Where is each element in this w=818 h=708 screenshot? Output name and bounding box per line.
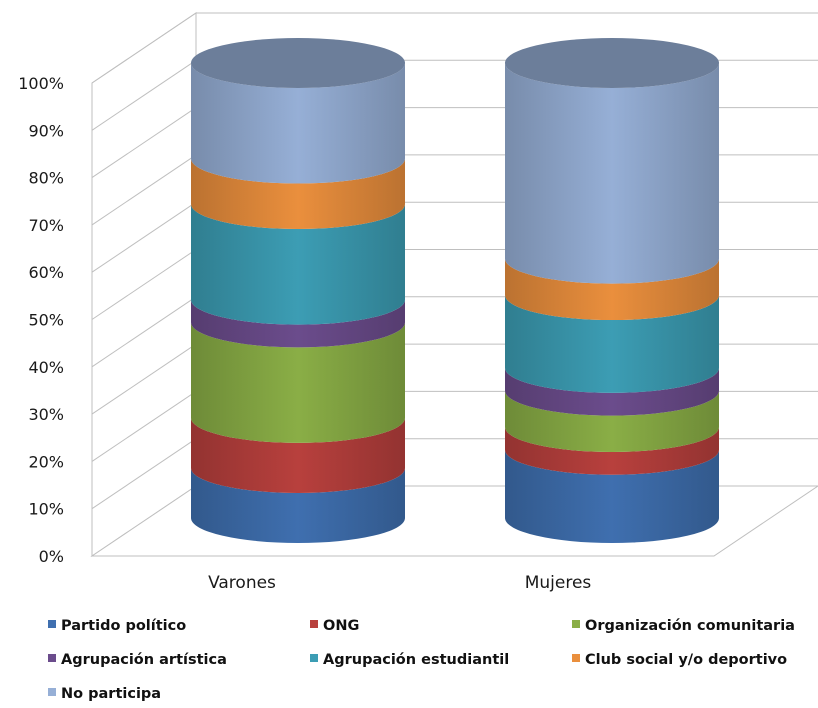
gridline-side xyxy=(91,296,197,368)
cylinder-segment-mujeres-6 xyxy=(505,258,719,321)
gridline-side xyxy=(91,107,197,179)
y-tick-label: 60% xyxy=(28,263,64,282)
y-tick-label: 40% xyxy=(28,358,64,377)
y-axis-ticks: 0% 10% 20% 30% 40% 50% 60% 70% 80% 90% 100% xyxy=(18,74,64,566)
gridline-side xyxy=(91,154,197,226)
cylinder-top-mujeres xyxy=(505,38,719,88)
y-tick-label: 70% xyxy=(28,216,64,235)
cylinders xyxy=(191,38,719,543)
legend-label: Organización comunitaria xyxy=(585,618,795,634)
cylinder-segment-varones-2 xyxy=(191,417,405,493)
legend-label: Agrupación estudiantil xyxy=(323,652,509,668)
gridline-side xyxy=(91,201,197,273)
legend-swatch xyxy=(572,654,580,662)
y-tick-label: 30% xyxy=(28,405,64,424)
cylinder-segment-varones-4 xyxy=(191,299,405,348)
gridline-side xyxy=(91,12,197,84)
legend-label: Club social y/o deportivo xyxy=(585,652,787,668)
gridline-side xyxy=(91,249,197,320)
y-tick-label: 90% xyxy=(28,121,64,140)
y-tick-label: 0% xyxy=(39,547,64,566)
legend-swatch xyxy=(48,620,56,628)
cylinder-segment-mujeres-3 xyxy=(505,390,719,452)
cylinder-segment-mujeres-1 xyxy=(505,449,719,543)
y-tick-label: 50% xyxy=(28,311,64,330)
legend-label: ONG xyxy=(323,618,359,634)
cylinder-segment-mujeres-7 xyxy=(505,63,719,284)
legend-swatch xyxy=(572,620,580,628)
cylinder-segment-varones-5 xyxy=(191,204,405,325)
cylinder-segment-varones-1 xyxy=(191,467,405,543)
x-tick-label: Mujeres xyxy=(525,573,592,593)
cylinder-segment-varones-6 xyxy=(191,158,405,230)
cylinder-segment-mujeres-2 xyxy=(505,427,719,475)
legend-swatch xyxy=(48,688,56,696)
cylinder-top-varones xyxy=(191,38,405,88)
legend-swatch xyxy=(310,620,318,628)
x-tick-label: Varones xyxy=(208,573,276,593)
cylinder-segment-mujeres-5 xyxy=(505,295,719,393)
gridline-side xyxy=(91,390,197,462)
legend-label: No participa xyxy=(61,686,161,702)
y-tick-label: 20% xyxy=(28,452,64,471)
x-axis-labels: Varones Mujeres xyxy=(208,573,591,593)
cylinder-segment-varones-3 xyxy=(191,322,405,443)
cylinder-segment-mujeres-4 xyxy=(505,367,719,416)
gridline-side xyxy=(91,59,197,131)
cylinder-segment-varones-7 xyxy=(191,63,405,184)
y-tick-label: 100% xyxy=(18,74,64,93)
legend: Partido político ONG Organización comunita… xyxy=(48,618,795,702)
legend-swatch xyxy=(310,654,318,662)
legend-swatch xyxy=(48,654,56,662)
y-tick-label: 80% xyxy=(28,169,64,188)
y-tick-label: 10% xyxy=(28,500,64,519)
legend-label: Agrupación artística xyxy=(61,652,227,668)
legend-label: Partido político xyxy=(61,618,186,634)
gridline-side xyxy=(91,438,197,510)
gridline-side xyxy=(91,343,197,415)
